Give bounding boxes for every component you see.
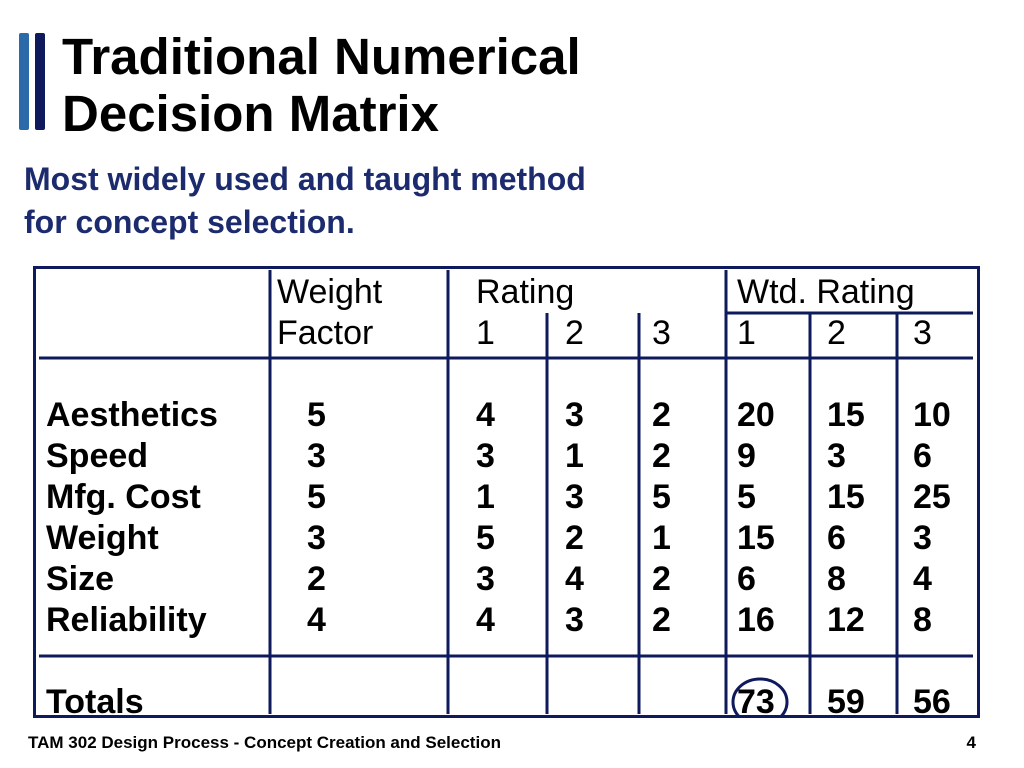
row-rating-3: 2 — [652, 396, 671, 434]
row-weight: 3 — [307, 519, 326, 557]
row-weight: 4 — [307, 601, 326, 639]
header-wtd-rating: Wtd. Rating — [737, 273, 915, 311]
header-rating-col-3: 3 — [652, 314, 671, 352]
title-line-2: Decision Matrix — [62, 85, 439, 142]
title-line-1: Traditional Numerical — [62, 28, 581, 85]
row-weight: 2 — [307, 560, 326, 598]
subtitle-line-2: for concept selection. — [24, 204, 355, 240]
row-criterion: Mfg. Cost — [46, 478, 201, 516]
row-rating-2: 3 — [565, 601, 584, 639]
row-weight: 5 — [307, 478, 326, 516]
row-wtd-rating-3: 25 — [913, 478, 951, 516]
row-rating-3: 2 — [652, 560, 671, 598]
row-wtd-rating-3: 6 — [913, 437, 932, 475]
slide-subtitle: Most widely used and taught method for c… — [24, 158, 586, 244]
header-wtd-col-2: 2 — [827, 314, 846, 352]
row-rating-1: 1 — [476, 478, 495, 516]
row-wtd-rating-1: 15 — [737, 519, 775, 557]
row-rating-1: 3 — [476, 560, 495, 598]
row-rating-2: 2 — [565, 519, 584, 557]
row-wtd-rating-2: 3 — [827, 437, 846, 475]
page-number: 4 — [966, 733, 976, 752]
accent-bar-dark — [35, 33, 45, 130]
row-rating-3: 2 — [652, 601, 671, 639]
header-wtd-col-3: 3 — [913, 314, 932, 352]
row-rating-3: 1 — [652, 519, 671, 557]
accent-bar-light — [19, 33, 29, 130]
row-criterion: Speed — [46, 437, 149, 475]
row-wtd-rating-3: 8 — [913, 601, 932, 639]
total-3: 56 — [913, 683, 951, 721]
row-rating-1: 3 — [476, 437, 495, 475]
row-criterion: Size — [46, 560, 115, 598]
footer-text: TAM 302 Design Process - Concept Creatio… — [28, 733, 501, 752]
row-wtd-rating-1: 9 — [737, 437, 756, 475]
row-criterion: Weight — [46, 519, 159, 557]
header-weight: Weight — [277, 273, 383, 311]
totals-label: Totals — [46, 683, 144, 721]
row-wtd-rating-1: 16 — [737, 601, 775, 639]
header-wtd-col-1: 1 — [737, 314, 756, 352]
header-factor: Factor — [277, 314, 374, 352]
row-rating-2: 1 — [565, 437, 584, 475]
header-rating: Rating — [476, 273, 575, 311]
row-weight: 5 — [307, 396, 326, 434]
row-rating-1: 4 — [476, 396, 495, 434]
row-weight: 3 — [307, 437, 326, 475]
row-wtd-rating-1: 5 — [737, 478, 756, 516]
row-wtd-rating-3: 4 — [913, 560, 932, 598]
total-1: 73 — [737, 683, 775, 721]
row-rating-2: 4 — [565, 560, 584, 598]
decision-matrix: Weight Factor Rating Wtd. Rating 1 2 3 1 2 3 Aesth… — [33, 266, 980, 721]
matrix-grid — [33, 266, 980, 718]
row-wtd-rating-2: 8 — [827, 560, 846, 598]
row-rating-2: 3 — [565, 478, 584, 516]
row-rating-3: 5 — [652, 478, 671, 516]
subtitle-line-1: Most widely used and taught method — [24, 161, 586, 197]
row-wtd-rating-1: 20 — [737, 396, 775, 434]
row-criterion: Reliability — [46, 601, 207, 639]
row-rating-3: 2 — [652, 437, 671, 475]
row-wtd-rating-2: 15 — [827, 478, 865, 516]
row-wtd-rating-3: 3 — [913, 519, 932, 557]
row-wtd-rating-2: 12 — [827, 601, 865, 639]
row-rating-1: 5 — [476, 519, 495, 557]
row-wtd-rating-2: 15 — [827, 396, 865, 434]
row-rating-1: 4 — [476, 601, 495, 639]
row-wtd-rating-3: 10 — [913, 396, 951, 434]
slide-title: Traditional Numerical Decision Matrix — [62, 28, 581, 142]
title-accent-bars — [19, 33, 49, 130]
header-rating-col-1: 1 — [476, 314, 495, 352]
row-wtd-rating-1: 6 — [737, 560, 756, 598]
row-rating-2: 3 — [565, 396, 584, 434]
matrix-border — [33, 266, 980, 718]
total-highlight-circle — [731, 677, 789, 718]
row-wtd-rating-2: 6 — [827, 519, 846, 557]
row-criterion: Aesthetics — [46, 396, 218, 434]
header-rating-col-2: 2 — [565, 314, 584, 352]
total-2: 59 — [827, 683, 865, 721]
